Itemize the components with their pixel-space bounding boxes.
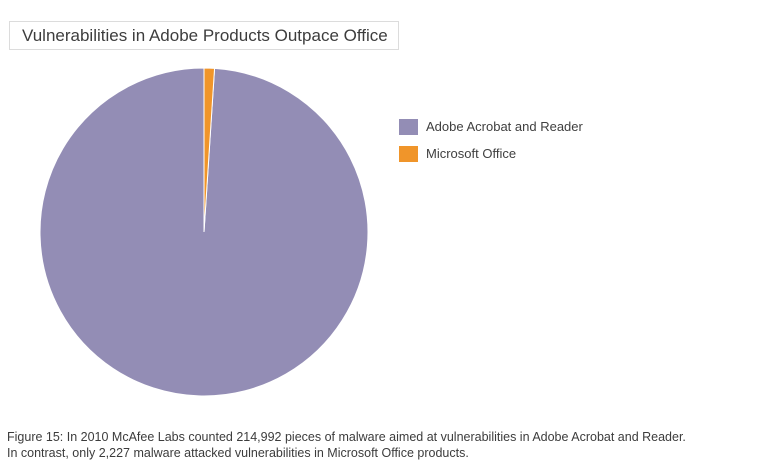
chart-title-box: Vulnerabilities in Adobe Products Outpac… <box>9 21 399 50</box>
legend-item-adobe: Adobe Acrobat and Reader <box>399 118 583 135</box>
legend-label-adobe: Adobe Acrobat and Reader <box>426 119 583 134</box>
caption-line-2: In contrast, only 2,227 malware attacked… <box>7 446 469 460</box>
legend-label-office: Microsoft Office <box>426 146 517 161</box>
pie-slice-office <box>203 67 216 233</box>
legend-swatch-adobe <box>399 118 418 135</box>
chart-legend: Adobe Acrobat and Reader Microsoft Offic… <box>399 118 583 172</box>
chart-title: Vulnerabilities in Adobe Products Outpac… <box>22 25 388 45</box>
caption-line-1: Figure 15: In 2010 McAfee Labs counted 2… <box>7 430 686 444</box>
figure-caption: Figure 15: In 2010 McAfee Labs counted 2… <box>7 429 769 461</box>
legend-swatch-office <box>399 145 418 162</box>
legend-item-office: Microsoft Office <box>399 145 583 162</box>
pie-slice-adobe <box>39 67 369 397</box>
